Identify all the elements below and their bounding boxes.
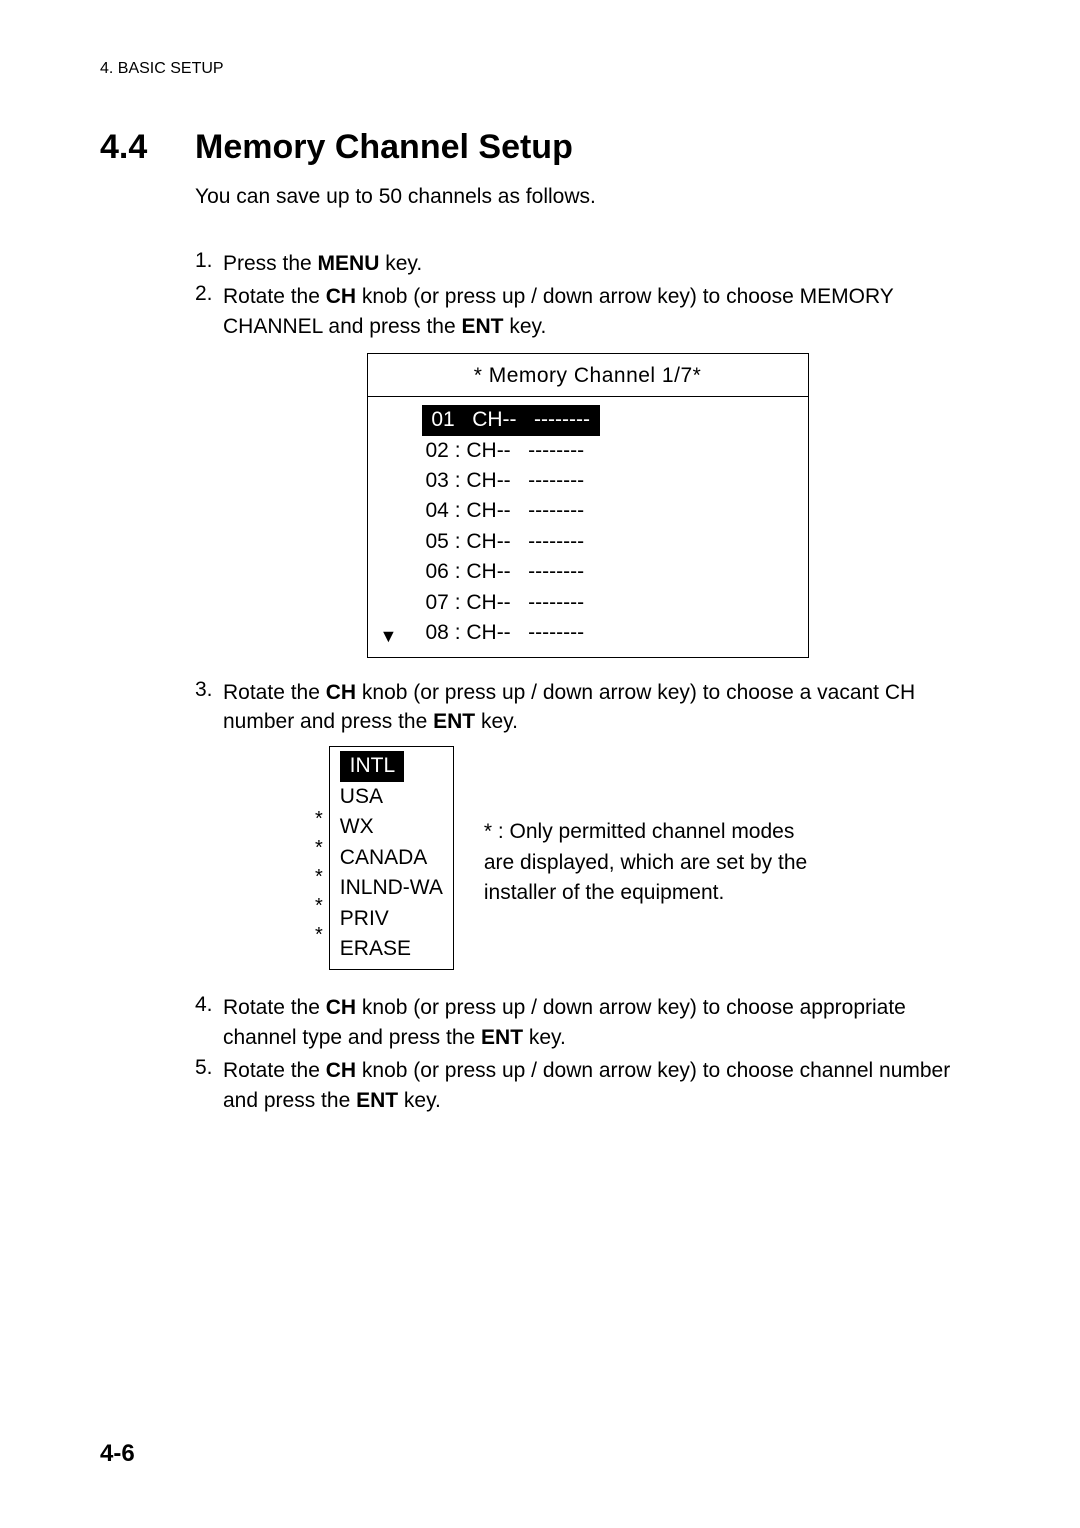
mem-row-08: 08 : CH-- -------- — [426, 618, 778, 648]
section-heading: 4.4 Memory Channel Setup — [100, 128, 980, 167]
intro-text: You can save up to 50 channels as follow… — [195, 185, 980, 209]
step-3-body: Rotate the CH knob (or press up / down a… — [223, 678, 980, 737]
channel-type-box: INTL USA WX CANADA INLND-WA PRIV ERASE — [329, 746, 454, 969]
step-3-number: 3. — [195, 678, 223, 737]
step-4-key-ent: ENT — [481, 1026, 523, 1049]
mem-row-04: 04 : CH-- -------- — [426, 496, 778, 526]
page: 4. BASIC SETUP 4.4 Memory Channel Setup … — [0, 0, 1080, 1528]
type-erase: ERASE — [340, 937, 411, 960]
step-1-key: MENU — [318, 252, 380, 275]
step-1-body: Press the MENU key. — [223, 249, 980, 278]
down-arrow-icon: ▼ — [380, 623, 398, 649]
step-1-text-a: Press the — [223, 252, 318, 275]
step-3-key-ent: ENT — [433, 710, 475, 733]
step-5: 5. Rotate the CH knob (or press up / dow… — [195, 1056, 980, 1115]
step-5-text-e: key. — [398, 1089, 441, 1112]
step-4-key-ch: CH — [326, 996, 356, 1019]
mem-row-03: 03 : CH-- -------- — [426, 466, 778, 496]
mem-row-07: 07 : CH-- -------- — [426, 588, 778, 618]
step-1-text-c: key. — [379, 252, 422, 275]
channel-type-note: * : Only permitted channel modes are dis… — [484, 817, 814, 908]
type-canada: CANADA — [340, 846, 428, 869]
section-number: 4.4 — [100, 128, 195, 167]
page-header: 4. BASIC SETUP — [100, 60, 980, 78]
step-3-key-ch: CH — [326, 681, 356, 704]
type-inlndwa: INLND-WA — [340, 876, 443, 899]
step-2-text-a: Rotate the — [223, 285, 326, 308]
mem-row-02: 02 : CH-- -------- — [426, 436, 778, 466]
memory-channel-diagram: * Memory Channel 1/7* 01 CH-- -------- 0… — [367, 353, 809, 658]
type-usa: USA — [340, 785, 383, 808]
step-3-text-a: Rotate the — [223, 681, 326, 704]
memory-channel-title: * Memory Channel 1/7* — [368, 354, 808, 397]
steps-list: 1. Press the MENU key. 2. Rotate the CH … — [195, 249, 980, 1115]
step-4-number: 4. — [195, 993, 223, 1052]
step-2: 2. Rotate the CH knob (or press up / dow… — [195, 282, 980, 341]
step-3: 3. Rotate the CH knob (or press up / dow… — [195, 678, 980, 737]
mem-row-01: 01 CH-- -------- — [422, 405, 600, 435]
memory-channel-list: 01 CH-- -------- 02 : CH-- -------- 03 :… — [368, 397, 808, 657]
step-2-body: Rotate the CH knob (or press up / down a… — [223, 282, 980, 341]
type-wx: WX — [340, 815, 374, 838]
step-4-text-e: key. — [523, 1026, 566, 1049]
step-4-text-a: Rotate the — [223, 996, 326, 1019]
step-2-key-ent: ENT — [462, 315, 504, 338]
step-1-number: 1. — [195, 249, 223, 278]
type-priv: PRIV — [340, 907, 389, 930]
step-5-key-ch: CH — [326, 1059, 356, 1082]
step-5-body: Rotate the CH knob (or press up / down a… — [223, 1056, 980, 1115]
step-2-text-e: key. — [504, 315, 547, 338]
step-5-text-a: Rotate the — [223, 1059, 326, 1082]
type-intl: INTL — [340, 751, 404, 781]
step-4: 4. Rotate the CH knob (or press up / dow… — [195, 993, 980, 1052]
step-5-number: 5. — [195, 1056, 223, 1115]
mem-row-05: 05 : CH-- -------- — [426, 527, 778, 557]
step-2-key-ch: CH — [326, 285, 356, 308]
step-5-key-ent: ENT — [356, 1089, 398, 1112]
step-1: 1. Press the MENU key. — [195, 249, 980, 278]
step-3-text-e: key. — [475, 710, 518, 733]
channel-type-row: * * * * * INTL USA WX CANADA INLND-WA PR… — [315, 746, 980, 979]
channel-type-box-wrap: * * * * * INTL USA WX CANADA INLND-WA PR… — [315, 746, 454, 979]
mem-row-06: 06 : CH-- -------- — [426, 557, 778, 587]
section-title: Memory Channel Setup — [195, 128, 573, 167]
step-4-body: Rotate the CH knob (or press up / down a… — [223, 993, 980, 1052]
permitted-stars: * * * * * — [315, 746, 329, 979]
step-2-number: 2. — [195, 282, 223, 341]
page-number: 4-6 — [100, 1440, 135, 1468]
